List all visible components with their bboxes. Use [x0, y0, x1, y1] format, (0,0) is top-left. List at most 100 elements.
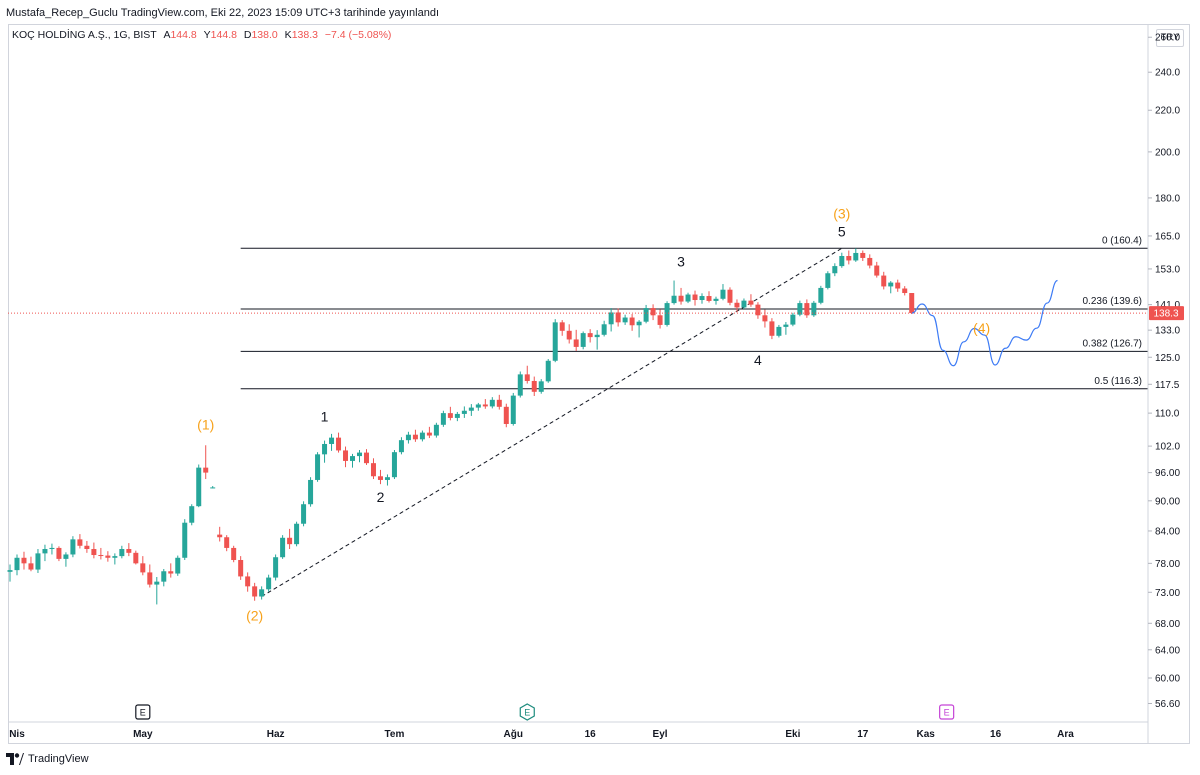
candle-body [496, 399, 502, 407]
y-tick-label: 96.00 [1155, 468, 1180, 479]
candle-body [629, 317, 635, 326]
event-marker [135, 704, 151, 720]
tradingview-logo-icon [6, 753, 24, 765]
candle-body [217, 534, 223, 538]
candle-body [706, 296, 712, 301]
fib-level-label: 0.5 (116.3) [1094, 376, 1142, 387]
last-price-label: 138.3 [1153, 309, 1178, 320]
candle-body [720, 289, 726, 299]
candle-body [440, 413, 446, 425]
candle-body [713, 298, 719, 301]
candle-body [70, 539, 76, 555]
currency-button[interactable]: TRY [1156, 29, 1184, 47]
candle-body [825, 273, 831, 288]
candle-body [566, 330, 572, 340]
candle-body [405, 434, 411, 441]
event-marker [519, 703, 535, 721]
candle-body [210, 487, 216, 489]
candle-body [538, 381, 544, 392]
candle-body [699, 296, 705, 301]
candle-body [35, 553, 41, 570]
candle-body [196, 467, 202, 507]
y-tick-label: 141.0 [1155, 300, 1180, 311]
candle-body [587, 333, 593, 338]
x-tick-label: Kas [917, 729, 936, 740]
candle-body [154, 581, 160, 585]
fib-level-label: 0.236 (139.6) [1083, 296, 1143, 307]
x-tick-label: Eyl [653, 729, 668, 740]
high-label: Y [203, 29, 211, 41]
publish-info: Mustafa_Recep_Guclu TradingView.com, Eki… [6, 7, 440, 19]
y-tick-label: 260.0 [1155, 33, 1180, 44]
candle-body [524, 374, 530, 381]
x-tick-label: Nis [9, 729, 25, 740]
y-tick-label: 110.0 [1155, 409, 1180, 420]
candle-body [147, 572, 153, 585]
candle-body [98, 555, 104, 557]
candle-body [301, 504, 307, 524]
candle-body [692, 294, 698, 301]
candle-body [839, 255, 845, 267]
candle-body [608, 312, 614, 325]
candle-body [580, 333, 586, 347]
candle-body [63, 554, 69, 559]
candle-body [363, 452, 369, 464]
candle-body [776, 326, 782, 336]
x-tick-label: Tem [385, 729, 405, 740]
candle-body [329, 437, 335, 444]
candle-body [818, 287, 824, 303]
y-tick-label: 90.00 [1155, 496, 1180, 507]
candle-body [91, 549, 97, 556]
candle-body [112, 556, 118, 558]
candle-body [419, 432, 425, 440]
y-tick-label: 133.0 [1155, 326, 1180, 337]
x-tick-label: May [133, 729, 153, 740]
candle-body [552, 322, 558, 361]
candle-body [231, 547, 237, 560]
candle-body [384, 477, 390, 480]
candle-body [315, 454, 321, 480]
candle-body [175, 557, 181, 574]
low-value: 138.0 [251, 29, 278, 41]
candle-body [790, 314, 796, 325]
candle-body [370, 463, 376, 477]
candle-body [888, 282, 894, 287]
candle-body [482, 404, 488, 407]
candle-body [594, 334, 600, 338]
candle-body [832, 266, 838, 274]
candle-body [266, 577, 272, 590]
candle-body [343, 450, 349, 461]
candle-body [909, 293, 915, 314]
candle-body [797, 303, 803, 315]
x-tick-label: Eki [785, 729, 800, 740]
wave-label-black: 2 [377, 489, 385, 505]
y-tick-label: 240.0 [1155, 68, 1180, 79]
last-price-badge [1149, 306, 1184, 321]
x-tick-label: Ağu [504, 729, 523, 740]
x-tick-label: 17 [857, 729, 869, 740]
candle-body [412, 434, 418, 440]
wave-label-black: 4 [754, 352, 762, 368]
candle-body [643, 308, 649, 322]
candle-body [636, 321, 642, 326]
candle-body [678, 295, 684, 302]
candle-body [77, 539, 83, 546]
candle-body [867, 257, 873, 266]
x-tick-label: 16 [585, 729, 597, 740]
candle-body [510, 395, 516, 424]
candle-body [769, 321, 775, 336]
candle-body [426, 432, 432, 436]
y-tick-label: 60.00 [1155, 673, 1180, 684]
candle-body [734, 302, 740, 308]
chart-frame [8, 24, 1190, 744]
candle-body [853, 252, 859, 261]
candle-body [650, 308, 656, 316]
candle-body [203, 467, 209, 473]
candle-body [874, 265, 880, 276]
candle-body [224, 537, 230, 548]
trend-line [261, 247, 843, 597]
candle-body [657, 315, 663, 325]
close-label: K [284, 29, 292, 41]
candle-body [545, 360, 551, 382]
